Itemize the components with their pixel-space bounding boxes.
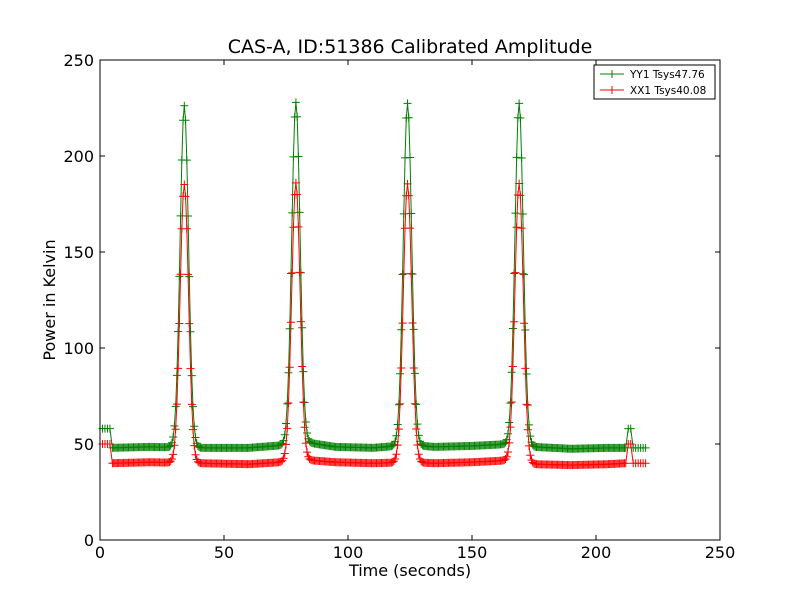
series-markers: [98, 178, 650, 470]
x-axis-label: Time (seconds): [348, 561, 471, 580]
y-axis: 0 50 100 150 200 250: [63, 51, 720, 550]
series-markers: [98, 98, 650, 453]
x-axis: 0 50 100 150 200 250: [95, 60, 735, 562]
plot-area: [100, 60, 720, 540]
y-tick-label: 150: [63, 243, 94, 262]
x-tick-label: 150: [457, 543, 488, 562]
y-tick-label: 100: [63, 339, 94, 358]
legend-label-xx1: XX1 Tsys40.08: [630, 85, 706, 97]
series-0: [98, 98, 650, 453]
chart-title: CAS-A, ID:51386 Calibrated Amplitude: [228, 36, 593, 58]
y-tick-label: 0: [84, 531, 94, 550]
plot-frame: [99, 59, 721, 541]
legend-label-yy1: YY1 Tsys47.76: [629, 69, 705, 81]
legend-box: [593, 64, 716, 100]
series-layer: [98, 98, 650, 470]
y-tick-label: 50: [74, 435, 94, 454]
legend-marker-xx1: [608, 86, 616, 94]
x-tick-label: 0: [95, 543, 105, 562]
y-axis-label: Power in Kelvin: [40, 239, 59, 360]
x-tick-label: 250: [705, 543, 736, 562]
y-tick-label: 200: [63, 147, 94, 166]
series-1: [98, 178, 650, 470]
x-tick-label: 50: [214, 543, 234, 562]
legend: YY1 Tsys47.76 XX1 Tsys40.08: [593, 64, 716, 100]
legend-marker-yy1: [608, 70, 616, 78]
y-tick-label: 250: [63, 51, 94, 70]
x-tick-label: 100: [333, 543, 364, 562]
x-tick-label: 200: [581, 543, 612, 562]
